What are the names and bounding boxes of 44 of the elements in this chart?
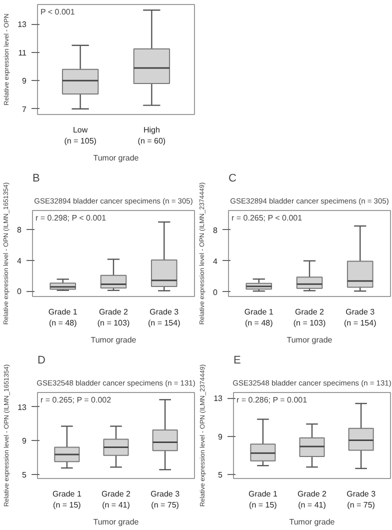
x-tick-label: Grade 3 (n = 154): [148, 308, 181, 328]
x-tick-label: Low (n = 105): [64, 126, 97, 146]
annotation: r = 0.265; P = 0.002: [40, 396, 112, 404]
x-axis-title: Tumor grade: [286, 335, 333, 344]
x-tick-label: Grade 2 (n = 41): [102, 490, 132, 510]
y-tick-label: 13: [18, 402, 28, 412]
y-tick-label: 8: [17, 226, 22, 235]
y-tick-label: 0: [213, 288, 218, 297]
x-tick-label: Grade 3 (n = 75): [150, 490, 180, 510]
x-tick-label: Grade 2 (n = 103): [97, 308, 130, 328]
x-axis-title: Tumor grade: [93, 153, 140, 162]
y-tick-label: 11: [18, 48, 28, 58]
y-tick-label: 9: [218, 432, 224, 442]
y-tick-label: 0: [17, 287, 22, 296]
x-tick-label: High (n = 60): [138, 126, 166, 146]
text: E: [234, 354, 241, 366]
x-tick-label: Grade 2 (n = 41): [298, 490, 328, 510]
y-tick-label: 9: [22, 76, 28, 86]
x-tick-label: Grade 1 (n = 48): [244, 308, 274, 328]
x-tick-label: Grade 3 (n = 154): [344, 308, 377, 328]
y-tick-label: 7: [22, 104, 28, 114]
x-tick-label: Grade 1 (n = 15): [52, 490, 82, 510]
y-tick-label: 5: [218, 470, 224, 480]
annotation: r = 0.265; P < 0.001: [232, 214, 303, 222]
x-tick-label: Grade 1 (n = 48): [48, 308, 78, 328]
y-tick-label: 4: [213, 256, 218, 266]
y-tick-label: 13: [18, 20, 28, 30]
x-tick-label: Grade 1 (n = 15): [248, 490, 278, 510]
x-axis-title: Tumor grade: [90, 335, 137, 344]
text: C: [228, 172, 236, 184]
x-tick-label: Grade 2 (n = 103): [293, 308, 326, 328]
y-tick-label: 5: [22, 470, 28, 480]
y-tick-label: 13: [214, 394, 224, 404]
text: B: [32, 172, 40, 184]
annotation: r = 0.298; P < 0.001: [36, 214, 107, 222]
x-axis-title: Tumor grade: [289, 517, 336, 526]
y-tick-label: 9: [22, 436, 28, 446]
text: D: [38, 354, 46, 366]
y-tick-label: 8: [213, 226, 218, 235]
annotation: r = 0.286; P = 0.001: [236, 396, 308, 404]
x-tick-label: Grade 3 (n = 75): [346, 490, 376, 510]
annotation: P < 0.001: [40, 8, 76, 16]
x-axis-title: Tumor grade: [93, 517, 140, 526]
y-tick-label: 4: [17, 256, 22, 266]
